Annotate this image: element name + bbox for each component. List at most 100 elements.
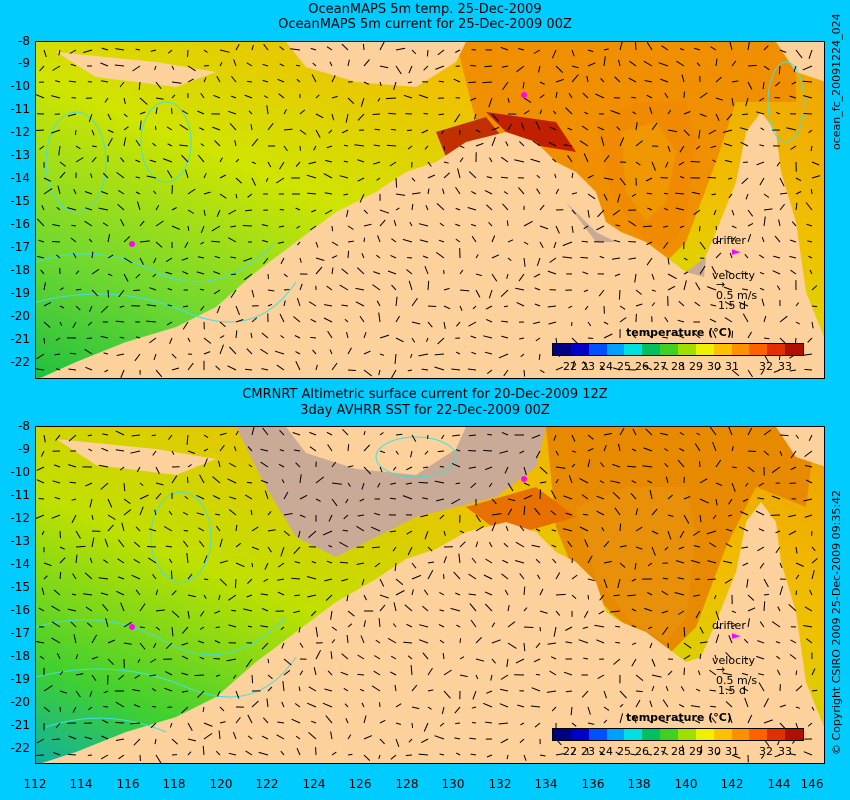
current-vector [679,447,685,452]
current-vector [251,546,259,551]
current-vector [374,562,381,568]
current-vector [534,722,541,728]
current-vector [326,145,333,149]
current-vector [808,434,813,442]
current-vector [118,289,125,298]
current-vector [243,257,253,262]
current-vector [715,113,720,121]
current-vector [795,722,799,729]
current-vector [330,731,333,740]
current-vector [346,594,349,602]
current-vector [763,698,769,708]
current-vector [293,449,301,452]
current-vector [194,674,205,677]
current-vector [411,434,417,442]
current-vector [213,289,221,295]
current-vector [515,541,525,548]
current-vector [427,561,435,564]
current-vector [100,62,109,67]
current-vector [501,335,509,339]
current-vector [789,753,797,756]
current-vector [379,578,385,587]
current-vector [84,736,93,740]
current-vector [41,587,45,596]
current-vector [757,497,765,500]
current-vector [603,48,609,51]
current-vector [343,144,349,147]
current-vector [664,448,669,452]
current-vector [471,557,477,564]
current-vector [133,704,141,708]
current-vector [725,688,733,692]
top-velocity-duration: 1.5 d [718,299,746,312]
current-vector [663,192,669,195]
current-vector [699,641,708,644]
current-vector [675,207,685,211]
current-vector [411,589,414,596]
current-vector [434,735,445,740]
current-vector [90,173,93,179]
current-vector [503,305,509,308]
current-vector [372,161,381,165]
current-vector [36,640,45,644]
current-vector [619,305,626,310]
current-vector [378,312,381,323]
current-vector [251,44,254,51]
current-vector [407,145,413,150]
colorbar-tick: 31 [725,745,739,758]
current-vector [371,685,381,692]
current-vector [406,530,413,535]
current-vector [795,590,797,596]
current-vector [342,529,349,532]
current-vector [485,305,493,310]
current-vector [202,745,205,756]
current-vector [411,562,417,569]
current-vector [695,610,701,619]
current-vector [118,189,125,195]
current-vector [475,289,481,298]
current-vector [171,225,181,230]
current-vector [667,285,676,291]
current-vector [549,126,557,131]
current-vector [491,498,497,505]
current-vector [418,223,429,227]
current-vector [571,434,576,442]
current-vector [439,222,445,227]
current-vector [36,466,45,471]
current-vector [395,207,400,211]
current-vector [724,159,733,163]
current-vector [213,658,221,660]
current-vector [793,65,797,73]
current-vector [251,427,255,436]
current-vector [596,510,605,516]
current-vector [811,305,818,308]
current-vector [171,94,176,99]
current-vector [549,257,557,263]
current-vector [420,738,429,744]
current-vector [613,594,621,597]
current-vector [341,578,349,582]
current-vector [82,593,93,596]
current-vector [746,578,749,588]
top-drifter-key-icon: ► [732,245,741,258]
current-vector [427,434,429,440]
current-vector [418,353,429,357]
current-vector [280,750,285,756]
current-vector [443,172,451,179]
current-vector [603,333,613,339]
current-vector [775,641,781,644]
current-vector [582,92,589,99]
current-vector [600,462,605,468]
bottom-title-line1: CMRNRT Altimetric surface current for 20… [242,387,608,402]
bottom-legend-title: temperature (°C) [626,711,732,724]
current-vector [443,305,451,310]
current-vector [295,161,301,167]
current-vector [392,623,397,628]
current-vector [610,610,621,613]
bottom-colorbar [552,728,804,741]
current-vector [567,127,573,131]
current-vector [679,530,685,539]
current-vector [39,65,45,72]
current-vector [715,76,722,83]
current-vector [219,432,227,436]
